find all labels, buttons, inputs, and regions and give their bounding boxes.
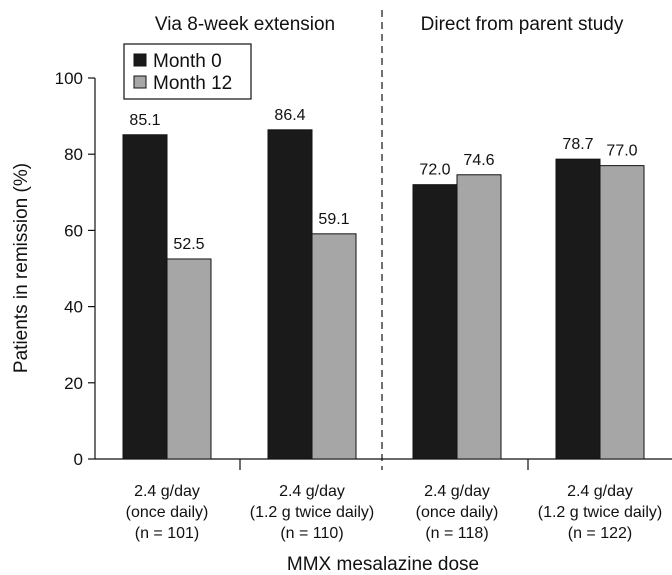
bar-month-0 [267, 129, 313, 460]
x-axis-title: MMX mesalazine dose [287, 554, 479, 575]
y-tick-label: 20 [64, 374, 83, 393]
data-label: 85.1 [129, 112, 160, 129]
category-label: 2.4 g/day [567, 483, 633, 500]
data-label: 59.1 [318, 211, 349, 228]
y-tick-label: 80 [64, 145, 83, 164]
data-label: 86.4 [274, 107, 305, 124]
bar-month-12 [311, 233, 357, 460]
category-label: (n = 118) [425, 525, 488, 542]
bar-month-0 [555, 158, 601, 460]
category-label: (once daily) [416, 504, 499, 521]
y-tick-label: 60 [64, 221, 83, 240]
y-tick-label: 100 [55, 69, 83, 88]
group-title-extension: Via 8-week extension [155, 14, 335, 35]
legend-swatch-month-0 [133, 53, 147, 67]
legend-label-month-0: Month 0 [153, 51, 222, 72]
y-tick-label: 40 [64, 298, 83, 317]
category-label: (n = 101) [135, 525, 199, 542]
data-label: 74.6 [463, 152, 494, 169]
category-label: 2.4 g/day [134, 483, 200, 500]
category-label: (n = 122) [568, 525, 632, 542]
bar-month-12 [456, 174, 502, 460]
legend-box [123, 43, 252, 100]
category-label: (1.2 g twice daily) [538, 504, 663, 521]
y-tick-label: 0 [74, 450, 83, 469]
data-label: 72.0 [419, 162, 450, 179]
y-axis-title: Patients in remission (%) [11, 163, 32, 373]
labels-layer: 85.1 86.4 72.0 78.7 52.5 59.1 74.6 77.0 2.4 g/da… [126, 107, 663, 542]
group-title-parent: Direct from parent study [421, 14, 624, 35]
category-label: (once daily) [126, 504, 209, 521]
legend-label-month-12: Month 12 [153, 73, 232, 94]
bar-month-12 [166, 258, 212, 460]
data-label: 78.7 [562, 136, 593, 153]
bar-month-12 [599, 165, 645, 460]
ticks-layer: 0 20 40 60 80 100 [55, 69, 529, 470]
category-label: 2.4 g/day [424, 483, 490, 500]
legend: Month 0 Month 12 [123, 43, 252, 100]
legend-swatch-month-12 [133, 75, 147, 89]
data-label: 52.5 [173, 236, 204, 253]
bars-layer [122, 129, 645, 460]
bar-month-0 [412, 184, 458, 460]
bar-month-0 [122, 134, 168, 460]
category-label: (n = 110) [280, 525, 343, 542]
category-label: 2.4 g/day [279, 483, 345, 500]
category-label: (1.2 g twice daily) [250, 504, 375, 521]
data-label: 77.0 [606, 143, 637, 160]
